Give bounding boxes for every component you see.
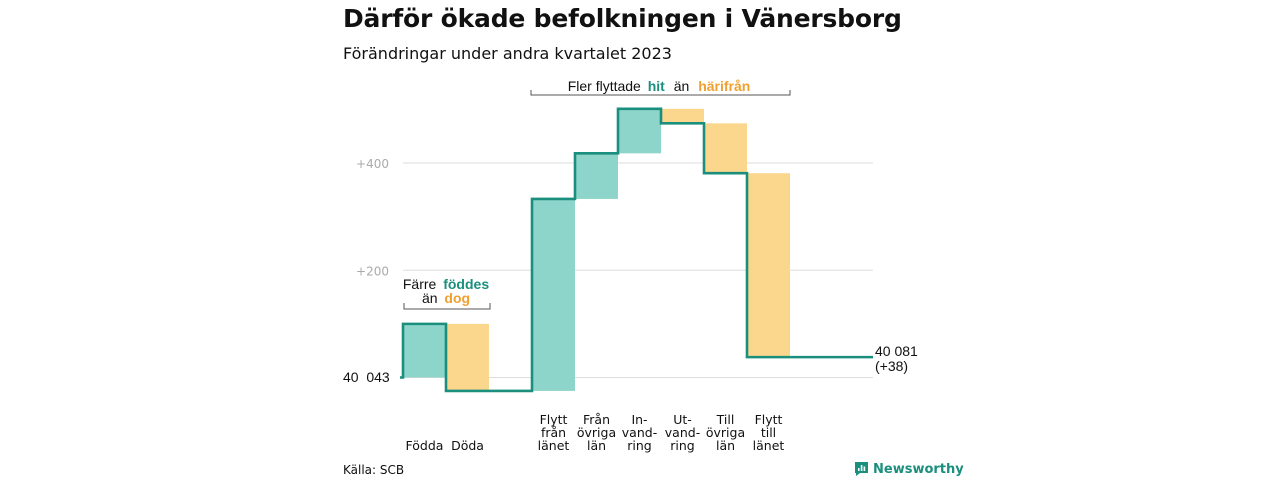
x-tick-label: Ut-vand-ring [665, 412, 700, 453]
migration-annotation-highlight-2: härifrån [698, 78, 750, 94]
bar-till-övriga-län [704, 123, 747, 174]
start-value-label: 40 043 [343, 369, 390, 385]
svg-text:Fler flyttade hit: Fler flyttade hit än härifrån [568, 78, 751, 94]
chart-title: Därför ökade befolkningen i Vänersborg [343, 4, 902, 33]
svg-text:än dog: än dog [422, 290, 470, 306]
brand-logo: Newsworthy [854, 461, 964, 477]
step-line [400, 107, 873, 393]
bar-in--vand--ring [618, 108, 661, 154]
x-tick-label: Från övriga län [577, 412, 616, 453]
cumulative-line [400, 107, 873, 393]
bar-ut--vand--ring [661, 108, 704, 124]
births-annotation-text-2: än [422, 290, 438, 306]
source-note: Källa: SCB [343, 463, 405, 477]
bar-från-övriga-län [575, 153, 618, 199]
x-tick-label: Till övriga län [706, 412, 745, 453]
migration-annotation-highlight: hit [648, 78, 665, 94]
y-tick-label: +200 [356, 264, 389, 278]
newsworthy-logo-icon [855, 462, 868, 476]
migration-annotation-text-2: än [674, 78, 690, 94]
births-annotation: Färre föddes än dog [403, 276, 491, 310]
births-annotation-text: Färre [403, 276, 437, 292]
bar-födda [403, 323, 446, 378]
births-annotation-highlight-2: dog [444, 290, 470, 306]
x-tick-label: Födda [406, 438, 444, 453]
bars [403, 108, 790, 391]
x-tick-label: Flytt till länet [753, 412, 785, 453]
bar-döda [446, 323, 489, 391]
migration-annotation-text: Fler flyttade [568, 78, 641, 94]
x-tick-label: Döda [451, 438, 484, 453]
y-tick-label: +400 [356, 157, 389, 171]
y-tick-labels: +200 +400 [356, 157, 389, 278]
chart-subtitle: Förändringar under andra kvartalet 2023 [343, 44, 672, 63]
x-tick-label: Flytt från länet [538, 412, 570, 453]
bar-flytt-från-länet [532, 198, 575, 391]
births-annotation-highlight: föddes [443, 276, 489, 292]
migration-annotation: Fler flyttade hit än härifrån [530, 78, 791, 96]
end-value-label: 40 081 [875, 343, 918, 359]
bar-flytt-till-länet [747, 173, 790, 358]
end-change-label: (+38) [875, 358, 908, 374]
svg-text:Färre föddes: Färre föddes [403, 276, 489, 292]
brand-name: Newsworthy [873, 461, 964, 477]
x-tick-label: In-vand-ring [622, 412, 657, 453]
